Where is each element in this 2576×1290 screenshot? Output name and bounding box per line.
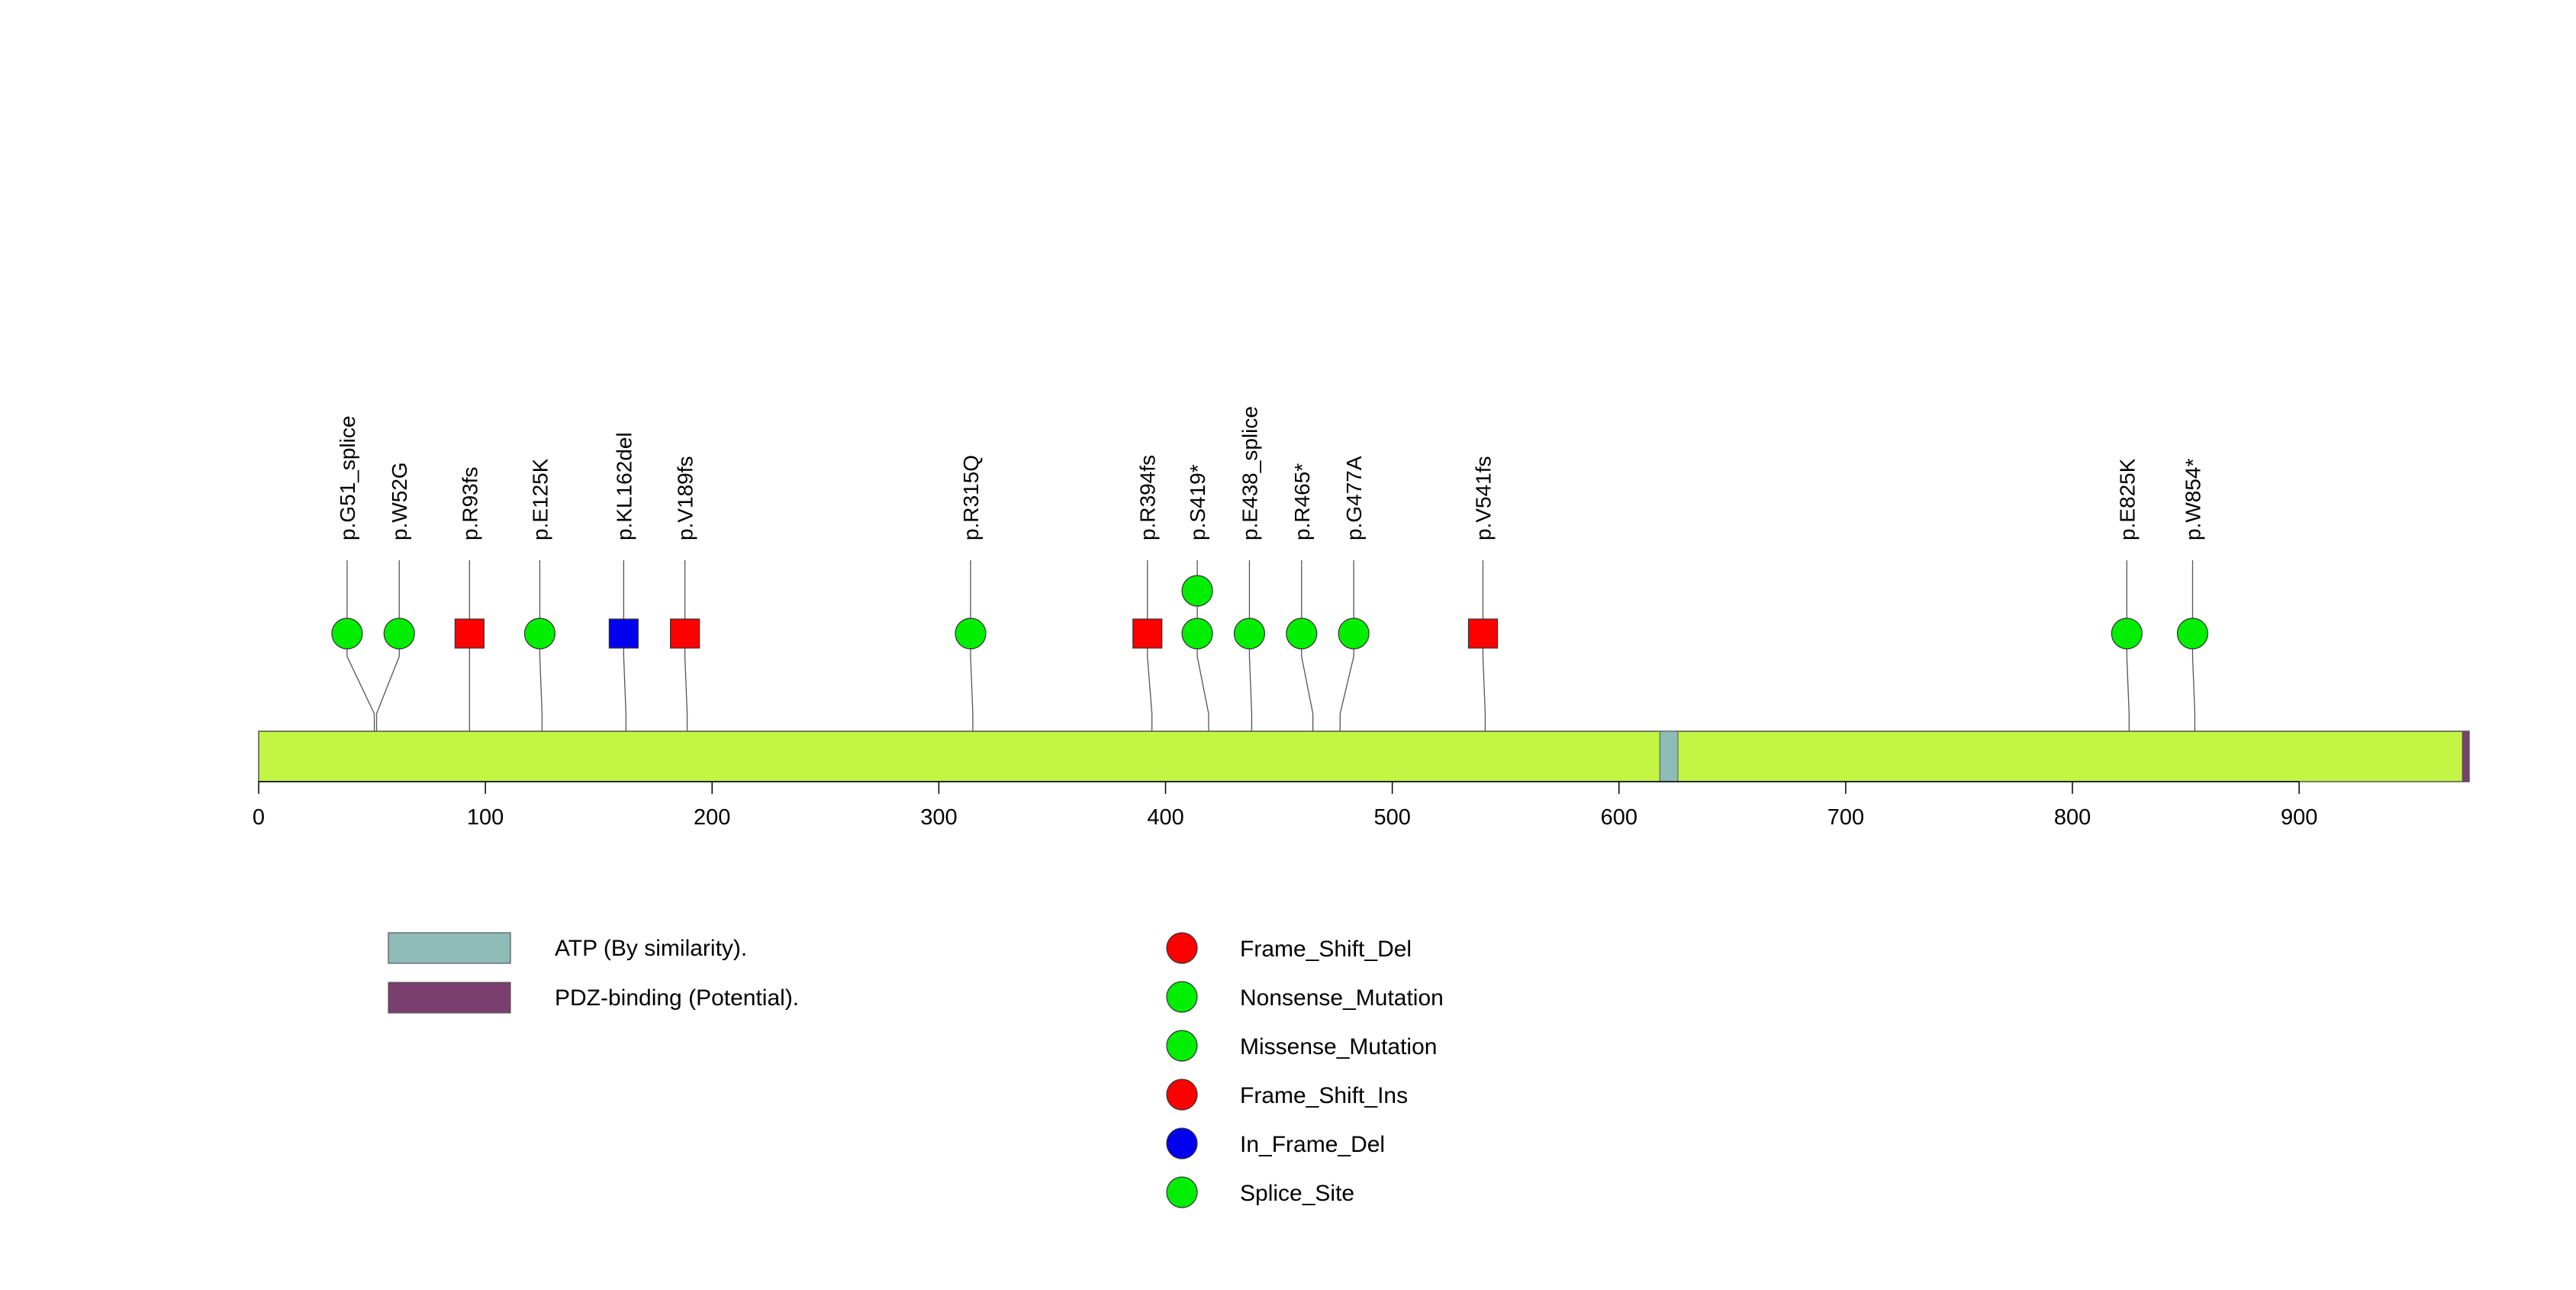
axis-tick-label: 300 <box>920 805 957 830</box>
mutation-marker-p-w52g[interactable] <box>383 618 415 650</box>
mutation-label: p.W52G <box>388 462 411 540</box>
mutation-label: p.R93fs <box>458 467 481 541</box>
mutation-marker-p-e825k[interactable] <box>2111 618 2143 650</box>
mutation-label: p.R394fs <box>1136 455 1160 540</box>
mutation-marker-p-v541fs[interactable] <box>1467 618 1499 649</box>
mutation-marker-p-s419[interactable] <box>1181 575 1213 607</box>
mutation-label: p.G51_splice <box>336 416 359 540</box>
mutation-legend-swatch <box>1166 1176 1198 1208</box>
mutation-label: p.V541fs <box>1471 456 1495 540</box>
mutation-marker-p-r315q[interactable] <box>955 618 987 650</box>
mutation-type-legend: Frame_Shift_Del Nonsense_Mutation Missense… <box>1166 932 1444 1208</box>
mutation-marker-p-s419[interactable] <box>1181 618 1213 650</box>
domain-legend-swatch <box>388 982 511 1014</box>
axis-tick-label: 0 <box>253 805 265 830</box>
mutation-label: p.G477A <box>1342 456 1366 540</box>
mutation-label: p.E825K <box>2115 458 2139 540</box>
protein-domains <box>1659 730 2470 782</box>
domain-atp-by-similarity <box>1659 730 1679 782</box>
mutation-label: p.KL162del <box>612 432 636 540</box>
axis-tick-label: 700 <box>1827 805 1864 830</box>
domain-legend-label: PDZ-binding (Potential). <box>555 985 799 1011</box>
mutation-label: p.R465* <box>1290 463 1314 540</box>
mutation-marker-p-r394fs[interactable] <box>1132 618 1163 649</box>
mutation-legend-swatch <box>1166 1127 1198 1159</box>
mutation-label: p.E125K <box>528 458 552 540</box>
mutation-legend-swatch <box>1166 981 1198 1013</box>
mutation-marker-p-r93fs[interactable] <box>454 618 485 649</box>
protein-backbone <box>258 730 2470 782</box>
mutation-legend-label: In_Frame_Del <box>1240 1132 1385 1157</box>
axis-tick-label: 900 <box>2281 805 2317 830</box>
mutation-marker-p-g51-splice[interactable] <box>331 618 363 650</box>
mutation-marker-p-v189fs[interactable] <box>670 618 700 649</box>
mutation-marker-p-w854[interactable] <box>2176 618 2209 650</box>
mutation-marker-p-e125k[interactable] <box>523 618 556 650</box>
domain-legend: ATP (By similarity). PDZ-binding (Potenti… <box>388 932 799 1014</box>
mutation-legend-swatch <box>1166 932 1198 964</box>
mutation-legend-label: Nonsense_Mutation <box>1240 985 1444 1011</box>
protein-backbone-layer <box>258 730 2470 782</box>
axis-tick-label: 800 <box>2054 805 2091 830</box>
domain-legend-label: ATP (By similarity). <box>555 936 747 961</box>
axis-tick-label: 200 <box>694 805 730 830</box>
position-axis: 0 100 200 300 400 500 600 700 800 900 <box>253 781 2317 830</box>
mutation-marker-p-kl162del[interactable] <box>608 618 639 649</box>
axis-tick-label: 500 <box>1373 805 1410 830</box>
mutation-marker-p-r465[interactable] <box>1286 618 1318 650</box>
axis-tick-label: 400 <box>1147 805 1183 830</box>
mutation-marker-p-e438-splice[interactable] <box>1233 618 1266 650</box>
mutation-legend-label: Frame_Shift_Del <box>1240 937 1412 962</box>
mutation-label: p.R315Q <box>959 455 983 540</box>
mutation-label: p.W854* <box>2182 459 2205 540</box>
mutation-legend-label: Splice_Site <box>1240 1181 1354 1206</box>
domain-legend-swatch <box>388 932 511 964</box>
mutation-legend-swatch <box>1166 1079 1198 1111</box>
mutation-marker-p-g477a[interactable] <box>1338 618 1370 650</box>
mutation-markers <box>331 575 2209 650</box>
mutation-label: p.S419* <box>1186 464 1209 540</box>
mutation-labels: p.G51_splice p.W52G p.R93fs p.E125K p.KL162d… <box>336 406 2205 540</box>
mutation-legend-label: Frame_Shift_Ins <box>1240 1083 1408 1108</box>
mutation-legend-label: Missense_Mutation <box>1240 1034 1437 1059</box>
domain-pdz-binding-potential <box>2462 730 2470 782</box>
mutation-legend-swatch <box>1166 1030 1198 1062</box>
mutation-label: p.E438_splice <box>1238 406 1261 540</box>
mutation-label: p.V189fs <box>674 456 697 540</box>
axis-tick-label: 600 <box>1601 805 1637 830</box>
axis-tick-label: 100 <box>467 805 504 830</box>
